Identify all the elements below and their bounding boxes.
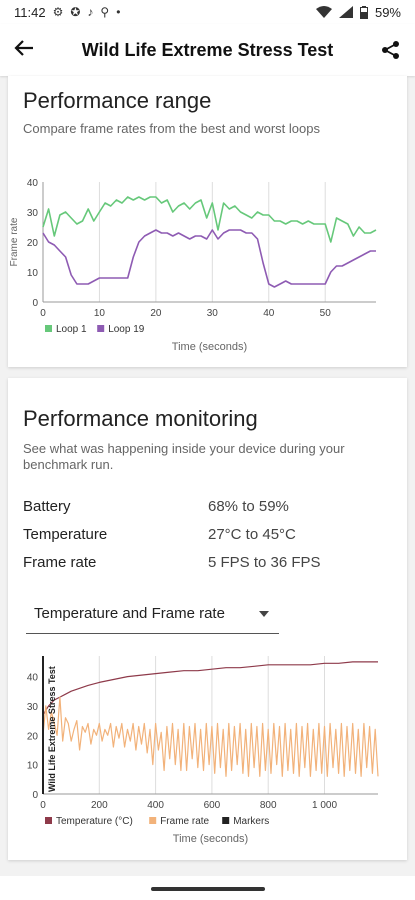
status-bar: 11:42 ⚙ ✪ ♪ ⚲ • 59%	[0, 0, 415, 24]
x-tick-label: 0	[40, 800, 46, 811]
app-bar: Wild Life Extreme Stress Test	[0, 24, 415, 76]
metric-battery-value: 68% to 59%	[208, 498, 289, 515]
y-axis-label: Frame rate	[9, 217, 20, 266]
metric-temperature-label: Temperature	[23, 526, 108, 543]
y-tick-label: 10	[27, 761, 39, 772]
share-button[interactable]	[373, 40, 401, 60]
temperature-frame-rate-chart: 0 200 400 600 800 1 000 0 10 20 30 40 Wild Life Ext…	[27, 656, 379, 845]
x-tick-label: 200	[91, 800, 108, 811]
y-tick-label: 0	[32, 298, 38, 309]
performance-range-card: Performance range Compare frame rates fr…	[8, 76, 407, 367]
metric-temperature-value: 27°C to 45°C	[208, 526, 296, 543]
y-tick-label: 20	[27, 238, 39, 249]
x-tick-label: 20	[150, 308, 162, 319]
status-time: 11:42	[14, 4, 46, 20]
metric-frame-rate-label: Frame rate	[23, 554, 97, 571]
performance-range-title: Performance range	[23, 88, 212, 113]
legend-swatch	[97, 325, 105, 332]
x-axis-label: Time (seconds)	[173, 833, 248, 845]
x-tick-label: 0	[40, 308, 46, 319]
arrow-back-icon	[14, 40, 33, 56]
legend-label: Loop 1	[56, 324, 87, 335]
x-tick-label: 600	[204, 800, 221, 811]
compass-icon: ✪	[70, 5, 81, 19]
page-title: Wild Life Extreme Stress Test	[81, 39, 334, 60]
y-tick-label: 40	[27, 178, 39, 189]
legend-swatch	[45, 817, 52, 824]
performance-range-subtitle: Compare frame rates from the best and wo…	[23, 121, 320, 136]
x-tick-label: 30	[207, 308, 219, 319]
series-line-temperature-c	[42, 661, 378, 716]
x-tick-label: 10	[94, 308, 106, 319]
legend-label: Markers	[233, 816, 269, 827]
x-axis-label: Time (seconds)	[172, 341, 247, 353]
lightbulb-icon: ⚲	[100, 5, 110, 19]
metric-battery-label: Battery	[23, 498, 71, 515]
x-tick-label: 1 000	[312, 800, 337, 811]
legend-swatch	[45, 325, 52, 332]
status-right: 59%	[315, 4, 401, 20]
marker-label: Wild Life Extreme Stress Test	[47, 666, 57, 792]
nav-bar	[0, 876, 415, 900]
performance-monitoring-card: Performance monitoring See what was happ…	[8, 378, 407, 860]
battery-percent: 59%	[374, 4, 401, 20]
legend-swatch	[149, 817, 157, 824]
y-tick-label: 0	[32, 790, 38, 801]
x-tick-label: 800	[260, 800, 277, 811]
share-icon	[382, 41, 399, 59]
x-tick-label: 400	[147, 800, 164, 811]
wifi-icon	[315, 6, 332, 18]
gear-icon: ⚙	[52, 5, 64, 19]
y-tick-label: 10	[27, 268, 39, 279]
metric-frame-rate-value: 5 FPS to 36 FPS	[208, 554, 321, 571]
y-tick-label: 20	[27, 731, 39, 742]
signal-icon	[338, 6, 353, 18]
music-note-icon: ♪	[87, 5, 94, 19]
x-tick-label: 40	[263, 308, 275, 319]
x-tick-label: 50	[320, 308, 332, 319]
series-line-loop-1	[42, 196, 377, 243]
status-left: 11:42 ⚙ ✪ ♪ ⚲ •	[14, 5, 120, 20]
frame-rate-loops-chart: 0 10 20 30 40 50 0 10 20 30 40 Frame rate Loop 1 Loop…	[9, 178, 377, 353]
back-button[interactable]	[14, 36, 42, 64]
series-line-loop-19	[42, 229, 376, 288]
notification-dot: •	[116, 5, 121, 19]
legend-swatch	[222, 817, 230, 824]
performance-monitoring-title: Performance monitoring	[23, 406, 258, 431]
y-tick-label: 30	[27, 208, 39, 219]
y-tick-label: 40	[27, 673, 39, 684]
legend-label: Frame rate	[160, 816, 209, 827]
chart-type-selected: Temperature and Frame rate	[34, 605, 225, 622]
home-gesture-handle[interactable]	[151, 887, 265, 891]
legend-label: Loop 19	[108, 324, 145, 335]
dropdown-arrow-icon	[259, 610, 269, 617]
chart-type-dropdown[interactable]: Temperature and Frame rate	[26, 594, 279, 634]
battery-icon	[359, 5, 368, 19]
y-tick-label: 30	[27, 702, 39, 713]
legend-label: Temperature (°C)	[56, 816, 133, 827]
performance-monitoring-subtitle: See what was happening inside your devic…	[23, 441, 345, 472]
series-line-frame-rate	[42, 696, 379, 778]
